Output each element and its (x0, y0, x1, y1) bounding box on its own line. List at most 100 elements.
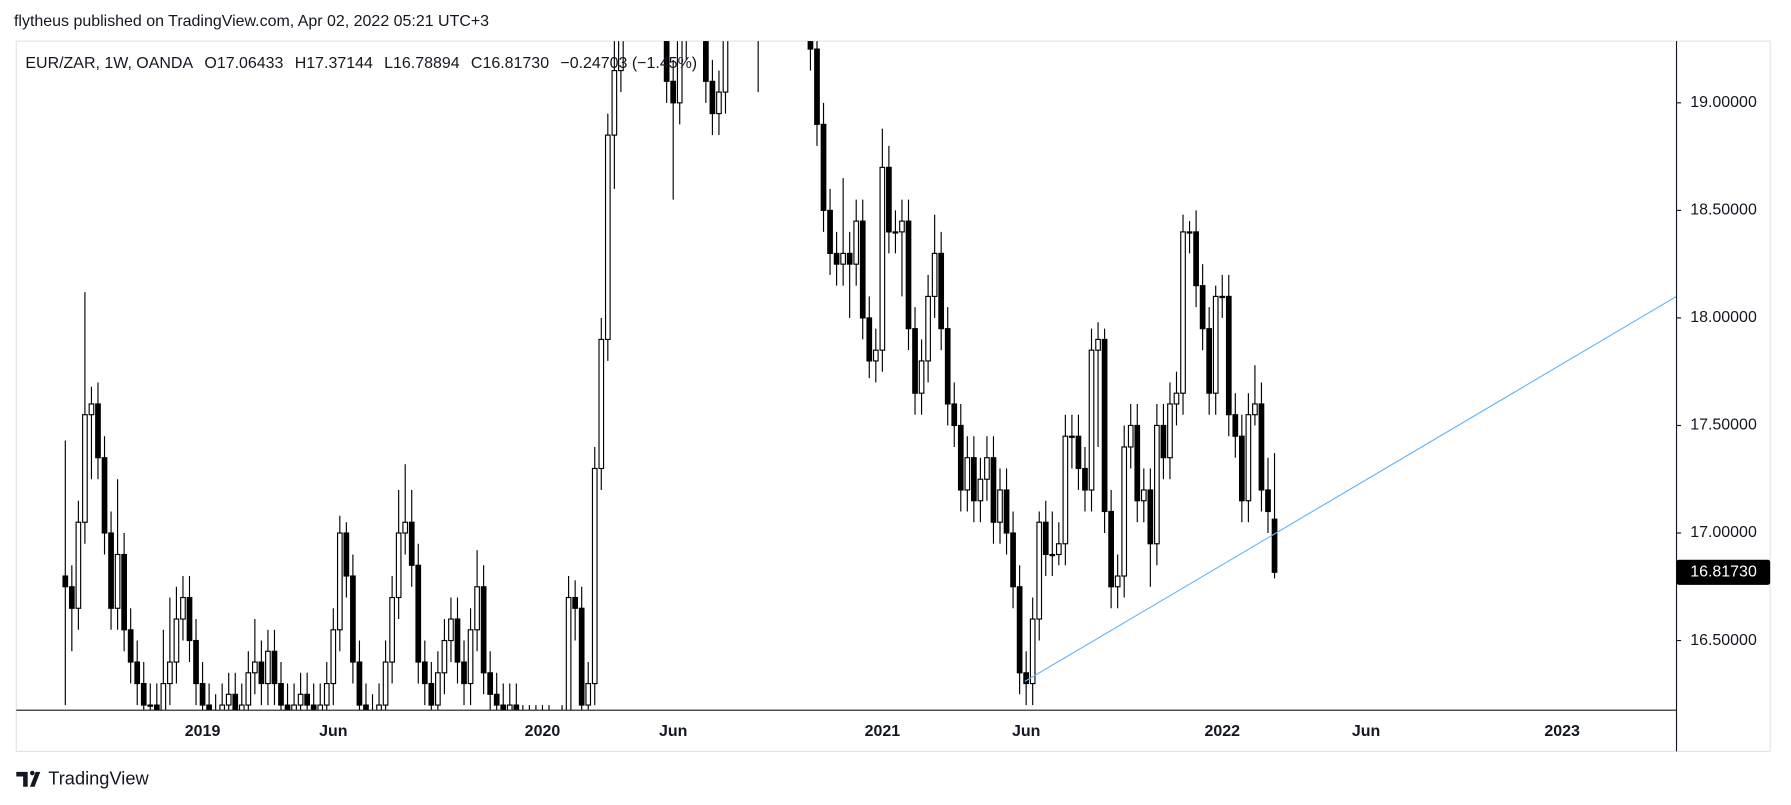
candle-body (1101, 338, 1108, 513)
candle-body (820, 123, 827, 211)
legend-high: H17.37144 (295, 55, 373, 72)
candle-body (938, 252, 945, 330)
last-price-box (1676, 559, 1771, 585)
candle-body (493, 693, 500, 706)
candle-body (977, 478, 984, 502)
candle-body (892, 231, 899, 234)
axes: 16.50000 17.00000 17.50000 18.00000 18.50000… (185, 94, 1771, 740)
candle-body (513, 704, 520, 711)
x-tick-label: Jun (1352, 723, 1380, 740)
candle-body (879, 166, 886, 351)
candle-body (167, 661, 173, 685)
candle-body (1154, 424, 1160, 545)
candle-body (1147, 489, 1154, 545)
candle-body (363, 704, 369, 711)
candle-body (336, 532, 343, 631)
candle-body (317, 704, 324, 711)
candle-body (1036, 521, 1043, 620)
candle-body (1088, 349, 1095, 491)
y-tick-label: 17.00000 (1690, 524, 1757, 541)
candle-body (402, 521, 409, 534)
candle-body (853, 220, 860, 265)
candle-body (957, 424, 964, 491)
candle-body (604, 134, 611, 340)
y-tick-label: 16.50000 (1690, 632, 1757, 649)
candle-body (1173, 392, 1180, 405)
candle-body (1082, 467, 1088, 491)
candle-body (1095, 338, 1101, 351)
candle-body (153, 704, 160, 711)
candle-body (1193, 231, 1199, 287)
candle-body (121, 553, 127, 631)
legend: EUR/ZAR, 1W, OANDA O17.06433 H17.37144 L… (25, 55, 697, 72)
candle-body (1003, 489, 1010, 534)
candle-body (964, 457, 971, 491)
candle-body (709, 80, 716, 115)
candle-body (944, 328, 951, 405)
candle-body (703, 41, 709, 82)
candle-body (1121, 446, 1128, 577)
candle-body (206, 704, 212, 711)
x-tick-label: 2019 (185, 723, 221, 740)
candle-body (428, 682, 435, 706)
candle-body (1029, 618, 1036, 685)
candle-body (408, 521, 415, 566)
candle-body (1016, 586, 1023, 674)
candle-body (1127, 424, 1134, 448)
candle-body (1199, 285, 1206, 330)
legend-change: −0.24703 (−1.45%) (560, 55, 697, 72)
candle-body (467, 629, 474, 685)
candle-body (807, 41, 814, 50)
candle-body (697, 0, 702, 17)
candle-body (127, 629, 134, 663)
candle-body (638, 0, 643, 17)
candle-body (1238, 435, 1245, 502)
candle-body (730, 0, 735, 17)
candle-body (147, 704, 154, 707)
candle-body (1206, 328, 1213, 394)
candle-body (304, 693, 311, 706)
candle-body (802, 0, 807, 17)
candle-body (565, 596, 572, 711)
header: flytheus published on TradingView.com, A… (14, 13, 489, 30)
y-tick-label: 17.50000 (1690, 417, 1757, 434)
candle-body (1225, 295, 1232, 416)
candle-body (186, 596, 193, 642)
candle-body (75, 521, 82, 609)
footer-logo (16, 770, 41, 787)
candle-body (297, 693, 304, 706)
x-tick-label: 2023 (1544, 723, 1580, 740)
candle-body (382, 661, 389, 706)
candle-body (866, 317, 873, 362)
candle-body (506, 704, 513, 711)
candle-body (395, 532, 402, 599)
candle-body (95, 403, 101, 459)
candle-body (1049, 553, 1056, 557)
candle-body (82, 414, 88, 523)
candle-body (1252, 403, 1258, 416)
candle-body (1010, 532, 1016, 588)
candle-body (454, 618, 461, 663)
legend-symbol: EUR/ZAR, 1W, OANDA (25, 55, 193, 72)
candle-body (323, 682, 330, 706)
candle-body (62, 575, 69, 588)
candle-body (990, 457, 997, 523)
candle-body (108, 532, 114, 609)
candle-body (1212, 295, 1219, 394)
candle-body (225, 693, 232, 706)
candle-body (265, 650, 271, 685)
candle-body (1265, 489, 1271, 513)
candle-body (840, 252, 846, 265)
candle-body (278, 682, 284, 706)
y-tick-label: 19.00000 (1690, 94, 1757, 111)
plot-area (62, 0, 1677, 711)
candle-body (500, 704, 507, 711)
candle-body (461, 661, 467, 685)
candle-body (258, 661, 265, 685)
candle-body (997, 489, 1003, 523)
candle-body (173, 618, 180, 663)
candle-body (618, 41, 624, 72)
candle-body (1167, 403, 1173, 459)
candle-body (1245, 414, 1252, 502)
